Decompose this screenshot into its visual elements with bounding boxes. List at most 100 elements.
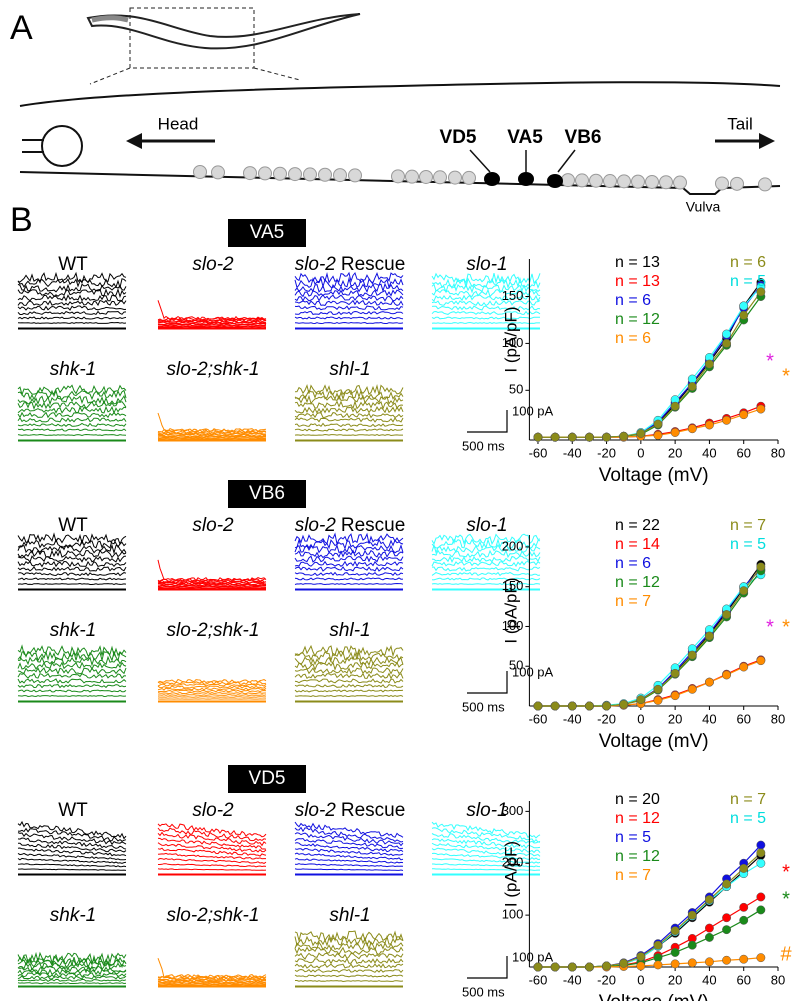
x-tick-label: 0 xyxy=(637,972,644,987)
data-point xyxy=(756,656,766,666)
current-trace xyxy=(17,978,127,983)
current-trace xyxy=(294,842,404,853)
cell-body xyxy=(462,170,476,185)
current-trace xyxy=(294,957,404,965)
data-point xyxy=(584,701,594,711)
section-header-bg xyxy=(228,765,306,793)
annotation: * xyxy=(782,616,790,638)
current-trace xyxy=(294,310,404,316)
current-trace xyxy=(17,394,127,406)
legend-entry: n = 6 xyxy=(730,254,766,271)
trace-label-name: slo-2 xyxy=(192,800,234,821)
data-point xyxy=(687,650,697,660)
current-trace xyxy=(294,694,404,698)
current-trace xyxy=(17,694,127,698)
current-trace xyxy=(157,683,267,687)
neurons xyxy=(484,172,563,188)
current-trace xyxy=(17,827,127,842)
data-point xyxy=(636,961,646,971)
current-trace xyxy=(294,412,404,419)
trace-label: shl-1 xyxy=(329,359,370,380)
current-trace xyxy=(294,963,404,969)
cell-body xyxy=(448,170,462,185)
trace-label-name: shl-1 xyxy=(329,359,370,380)
current-trace xyxy=(157,436,267,438)
current-trace xyxy=(158,978,267,982)
data-point xyxy=(687,382,697,391)
data-point xyxy=(704,359,714,369)
current-trace xyxy=(158,694,267,696)
current-trace xyxy=(17,543,127,555)
current-trace xyxy=(17,299,127,307)
current-trace xyxy=(157,685,267,689)
data-point xyxy=(756,404,766,414)
current-trace xyxy=(294,946,404,956)
x-axis-title: Voltage (mV) xyxy=(599,731,709,752)
current-trace xyxy=(294,689,404,693)
current-trace xyxy=(17,316,127,320)
data-point xyxy=(756,953,766,963)
current-trace xyxy=(17,566,127,572)
current-trace xyxy=(17,287,127,299)
legend-entry: n = 5 xyxy=(730,810,766,827)
current-trace xyxy=(294,305,404,311)
current-trace xyxy=(431,847,541,857)
current-trace xyxy=(294,683,404,689)
cell-body xyxy=(288,167,302,182)
current-trace xyxy=(17,271,127,285)
trace-label-name: slo-2 xyxy=(192,254,234,275)
current-trace xyxy=(157,691,266,695)
section-header: VB6 xyxy=(249,483,285,504)
data-point xyxy=(584,432,594,442)
x-tick-label: -20 xyxy=(597,711,616,726)
current-trace xyxy=(294,863,404,868)
current-trace xyxy=(157,437,267,439)
current-trace xyxy=(17,411,127,419)
current-traces xyxy=(17,532,127,590)
y-tick-label: 100 xyxy=(502,907,524,922)
section-header-bg xyxy=(228,219,306,247)
x-tick-label: 40 xyxy=(702,711,716,726)
data-point xyxy=(687,684,697,694)
x-tick-label: -40 xyxy=(563,445,582,460)
legend-entry: n = 22 xyxy=(615,517,660,534)
current-trace xyxy=(294,276,404,289)
legend-entry: n = 20 xyxy=(615,791,660,808)
current-trace xyxy=(295,979,404,983)
data-point xyxy=(739,310,749,320)
data-point xyxy=(722,670,732,680)
data-point xyxy=(533,432,543,442)
data-point xyxy=(756,858,766,868)
data-point xyxy=(687,958,697,968)
current-trace xyxy=(157,325,266,327)
current-trace xyxy=(17,549,127,559)
cell-body xyxy=(258,166,272,181)
current-traces xyxy=(157,678,267,702)
annotation: * xyxy=(782,888,790,910)
trace-label: slo-1 xyxy=(466,515,507,536)
current-traces xyxy=(294,383,404,441)
current-trace xyxy=(431,577,541,581)
current-trace xyxy=(294,282,404,293)
data-point xyxy=(533,962,543,972)
y-tick-label: 50 xyxy=(509,382,523,397)
current-trace xyxy=(294,832,404,847)
data-point xyxy=(567,432,577,442)
current-trace xyxy=(294,571,404,577)
data-point xyxy=(722,610,732,619)
trace-label-name: slo-1 xyxy=(466,515,507,536)
cell-body xyxy=(631,174,645,189)
current-trace xyxy=(18,650,127,662)
current-traces xyxy=(17,271,127,329)
current-trace xyxy=(17,655,127,667)
current-trace xyxy=(17,644,127,658)
data-point xyxy=(756,892,766,902)
direction-label: Tail xyxy=(727,114,753,133)
trace-label: slo-2 Rescue xyxy=(295,515,406,536)
x-tick-label: 0 xyxy=(637,445,644,460)
trace-label: slo-1 xyxy=(466,800,507,821)
y-axis-title: I (pA/pF) xyxy=(501,841,520,907)
trace-label: slo-2;shk-1 xyxy=(167,905,260,926)
current-trace xyxy=(294,582,404,586)
current-trace xyxy=(157,580,267,584)
